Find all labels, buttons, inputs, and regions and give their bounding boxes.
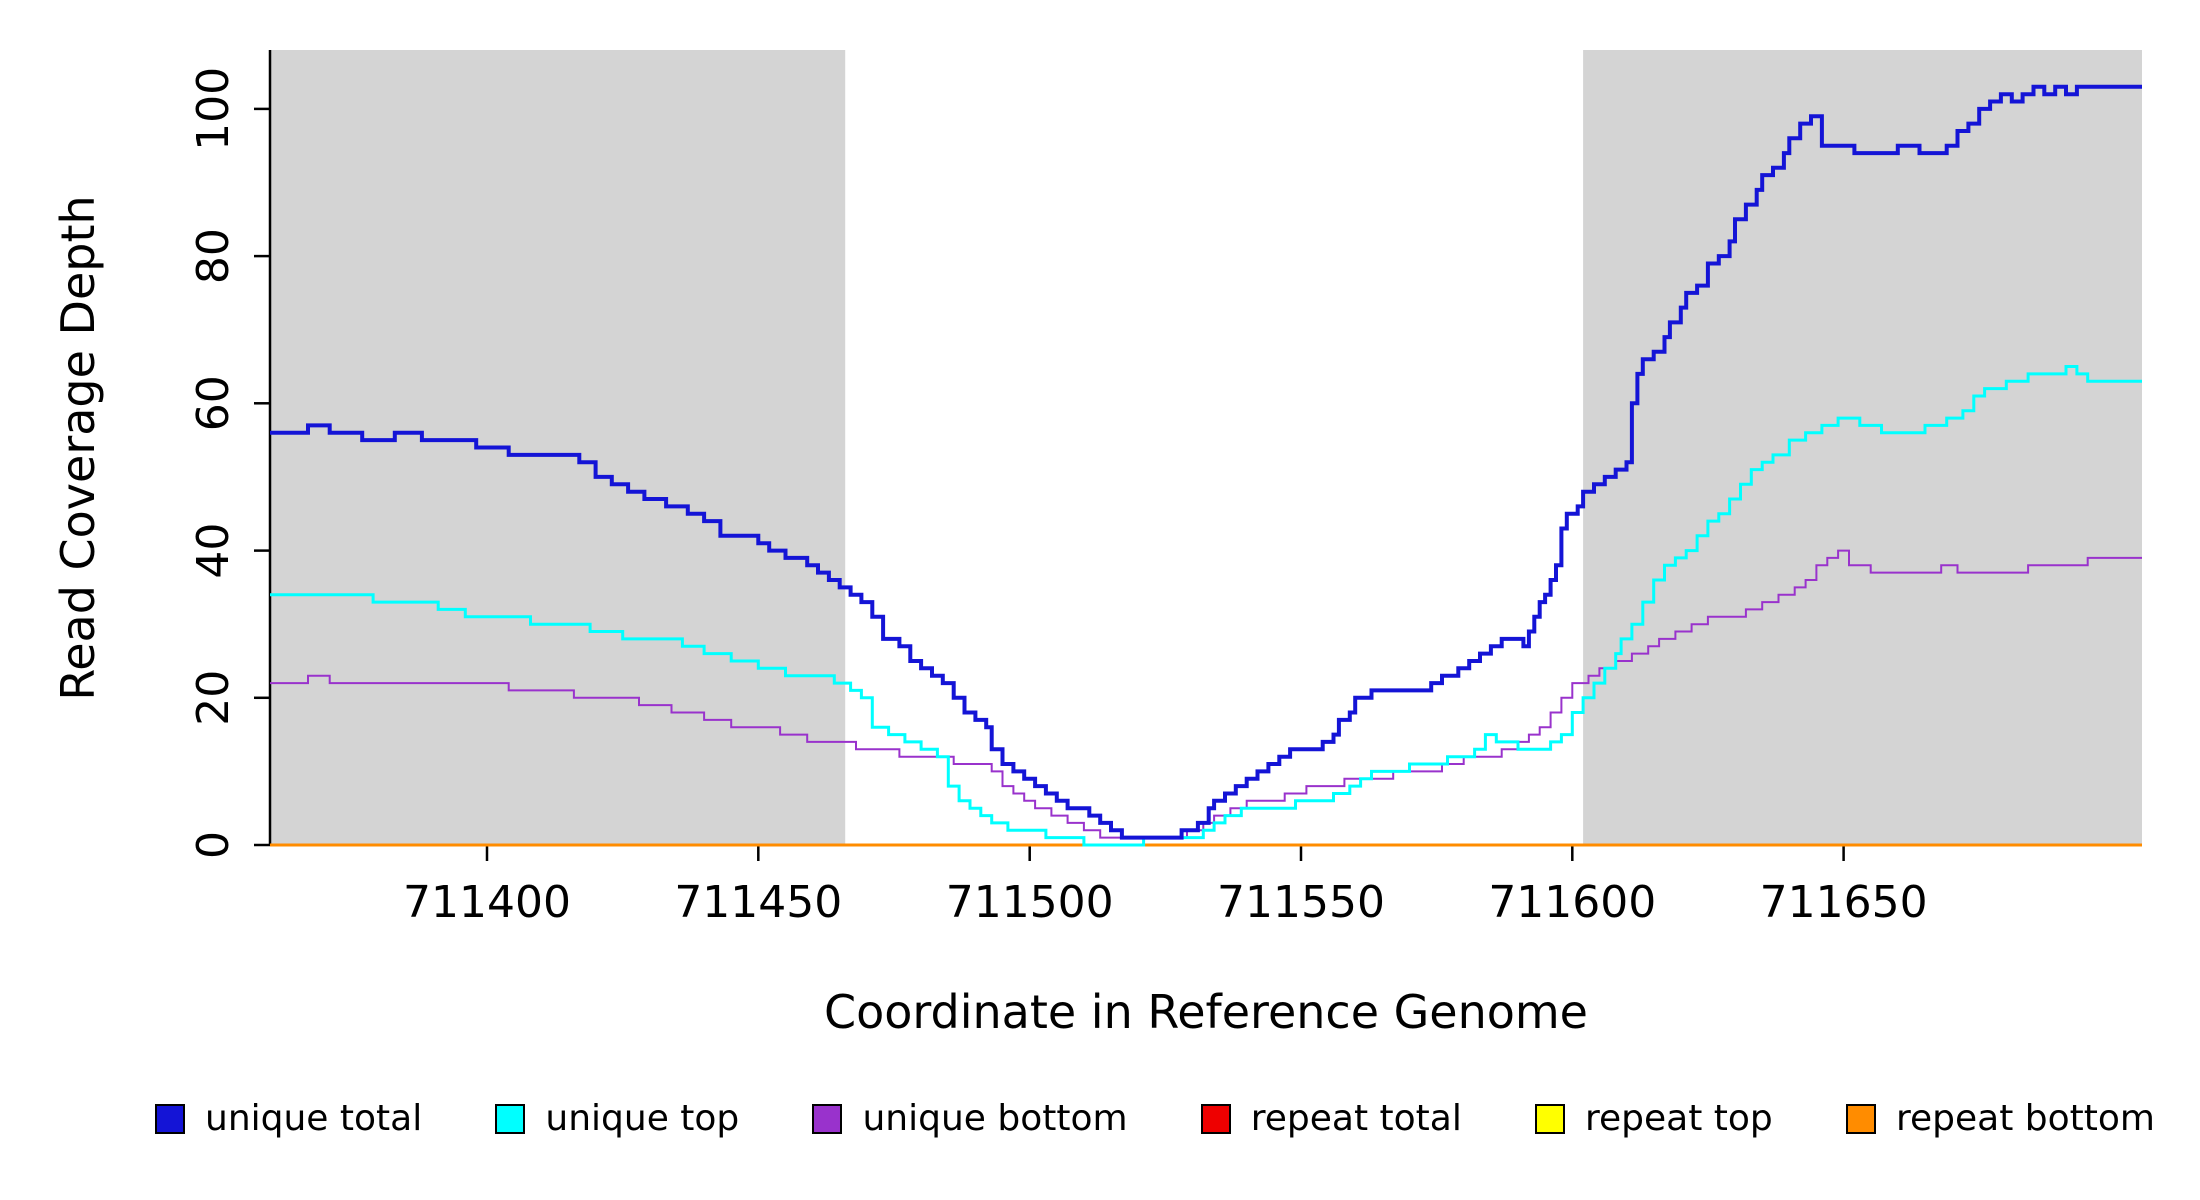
x-axis-label: Coordinate in Reference Genome (824, 985, 1588, 1039)
legend-item-repeat-total: repeat total (1200, 1098, 1462, 1139)
svg-text:100: 100 (188, 67, 239, 151)
legend-item-unique-total: unique total (155, 1098, 422, 1139)
legend-item-unique-top: unique top (495, 1098, 739, 1139)
legend-swatch-repeat-top (1535, 1103, 1566, 1134)
legend-label-unique-top: unique top (545, 1098, 740, 1139)
svg-text:40: 40 (188, 523, 239, 579)
svg-text:711650: 711650 (1760, 877, 1928, 928)
svg-text:711600: 711600 (1488, 877, 1656, 928)
legend-item-unique-bottom: unique bottom (812, 1098, 1128, 1139)
legend-swatch-unique-bottom (812, 1103, 843, 1134)
legend-label-unique-total: unique total (205, 1098, 423, 1139)
legend-label-repeat-total: repeat total (1250, 1098, 1462, 1139)
legend: unique total unique top unique bottom re… (155, 1098, 2155, 1139)
legend-label-repeat-top: repeat top (1585, 1098, 1773, 1139)
legend-swatch-unique-total (155, 1103, 185, 1134)
legend-label-unique-bottom: unique bottom (862, 1098, 1128, 1139)
coverage-plot: 711400 711450 711500 711550 711600 711650 0 20 4… (188, 50, 2142, 928)
svg-text:711400: 711400 (403, 877, 571, 928)
legend-item-repeat-bottom: repeat bottom (1845, 1098, 2155, 1139)
legend-swatch-repeat-bottom (1845, 1103, 1876, 1134)
svg-text:20: 20 (188, 670, 239, 726)
legend-item-repeat-top: repeat top (1535, 1098, 1773, 1139)
y-axis-label: Read Coverage Depth (51, 195, 105, 701)
legend-swatch-unique-top (495, 1103, 526, 1134)
svg-text:711550: 711550 (1217, 877, 1385, 928)
legend-swatch-repeat-total (1200, 1103, 1231, 1134)
svg-text:60: 60 (188, 375, 239, 431)
svg-text:80: 80 (188, 228, 239, 284)
svg-text:711450: 711450 (674, 877, 842, 928)
legend-label-repeat-bottom: repeat bottom (1895, 1098, 2155, 1139)
svg-text:711500: 711500 (946, 877, 1114, 928)
svg-text:0: 0 (188, 831, 239, 859)
